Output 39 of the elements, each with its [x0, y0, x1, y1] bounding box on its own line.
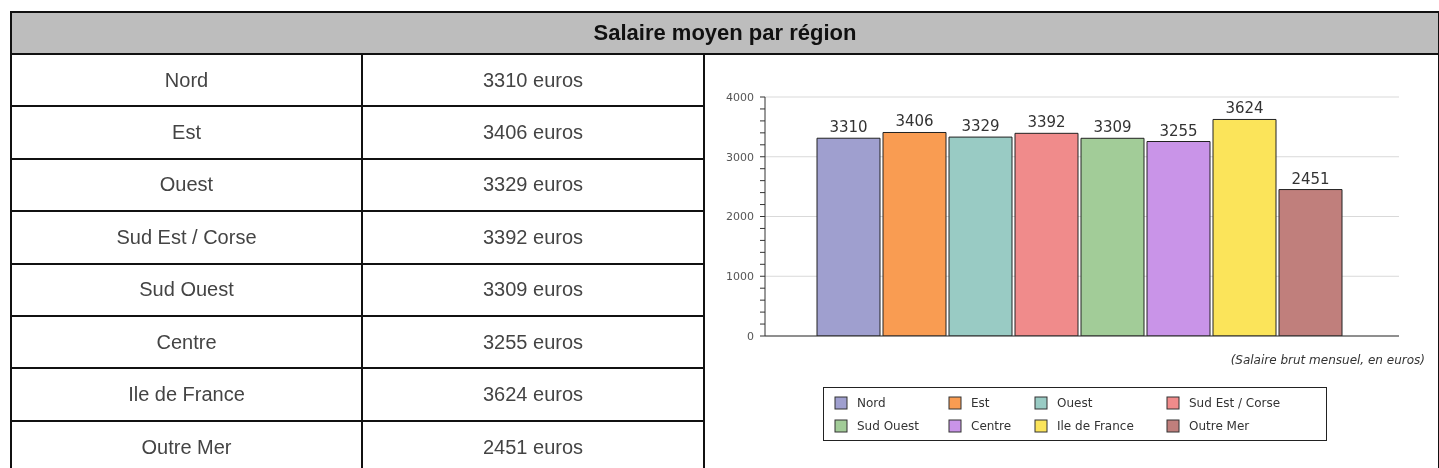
data-label: 3406 — [895, 112, 934, 131]
legend-label: Centre — [971, 418, 1012, 433]
category-label: Nord — [164, 68, 209, 92]
legend-label: Est — [971, 395, 990, 410]
text: 3310 euros — [482, 68, 584, 91]
category-label: Ouest — [159, 173, 214, 197]
category-label: Sud Est / Corse — [116, 225, 257, 249]
y-tick-label: 4000 — [726, 90, 754, 104]
category-label: Sud Ouest — [139, 278, 234, 302]
text: 3255 euros — [482, 330, 584, 353]
data-label: 3624 — [1225, 99, 1264, 118]
data-label: 3255 — [1159, 121, 1198, 140]
category-label: Est — [172, 121, 201, 145]
y-tick-label: 1000 — [726, 270, 754, 284]
y-tick-label: 0 — [747, 329, 754, 343]
category-label: Ile de France — [128, 383, 245, 407]
legend-label: Ile de France — [1057, 418, 1134, 433]
legend-label: Ouest — [1057, 395, 1093, 410]
category-label: Centre — [156, 330, 217, 354]
legend-label: Nord — [857, 395, 886, 410]
text: (Salaire brut mensuel, en euros) — [1230, 353, 1425, 367]
text: 3392 euros — [482, 225, 584, 248]
category-label: Outre Mer — [141, 436, 232, 460]
y-tick-label: 3000 — [726, 150, 754, 164]
legend-label: Outre Mer — [1189, 418, 1250, 433]
text: 3329 euros — [482, 173, 584, 196]
legend-label: Sud Ouest — [857, 418, 920, 433]
data-label: 3310 — [829, 118, 868, 137]
text: 3309 euros — [482, 278, 584, 301]
text: 3406 euros — [482, 121, 584, 144]
text: 3624 euros — [482, 383, 584, 406]
y-tick-label: 2000 — [726, 210, 754, 224]
data-label: 2451 — [1291, 169, 1330, 188]
data-label: 3329 — [961, 117, 1000, 136]
data-label: 3392 — [1027, 113, 1066, 132]
data-label: 3309 — [1093, 118, 1132, 137]
text: Salaire moyen par région — [593, 20, 857, 46]
legend-label: Sud Est / Corse — [1189, 395, 1281, 410]
text: 2451 euros — [482, 436, 584, 459]
